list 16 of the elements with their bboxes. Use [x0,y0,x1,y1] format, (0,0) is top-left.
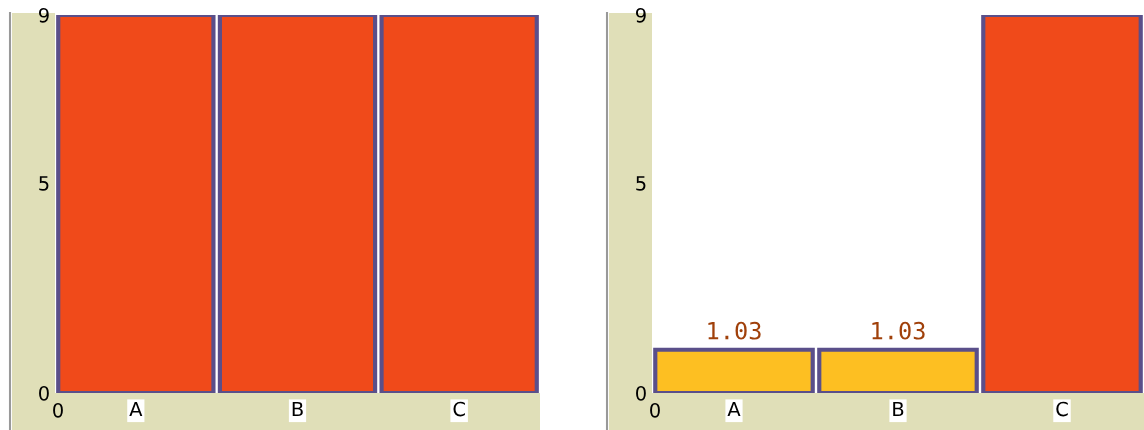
text: 0 [650,402,660,418]
x-tick-label: A [129,401,143,417]
data-label: 1.03 [872,321,925,340]
x-tick-label: B [292,401,303,417]
text: 0 [53,402,63,418]
x-tick-label: C [453,401,465,417]
y-tick-label: 0 [636,385,646,401]
y-tick-label: 5 [39,176,49,191]
x-tick-label: B [893,401,904,417]
x-tick-label: C [1056,401,1068,417]
x-tick-label: A [727,401,741,417]
y-tick-label: 9 [38,7,49,23]
data-label: 1.03 [708,321,761,340]
y-tick-label: 9 [635,7,646,23]
y-tick-label: 5 [636,176,646,191]
y-tick-label: 0 [39,385,49,401]
